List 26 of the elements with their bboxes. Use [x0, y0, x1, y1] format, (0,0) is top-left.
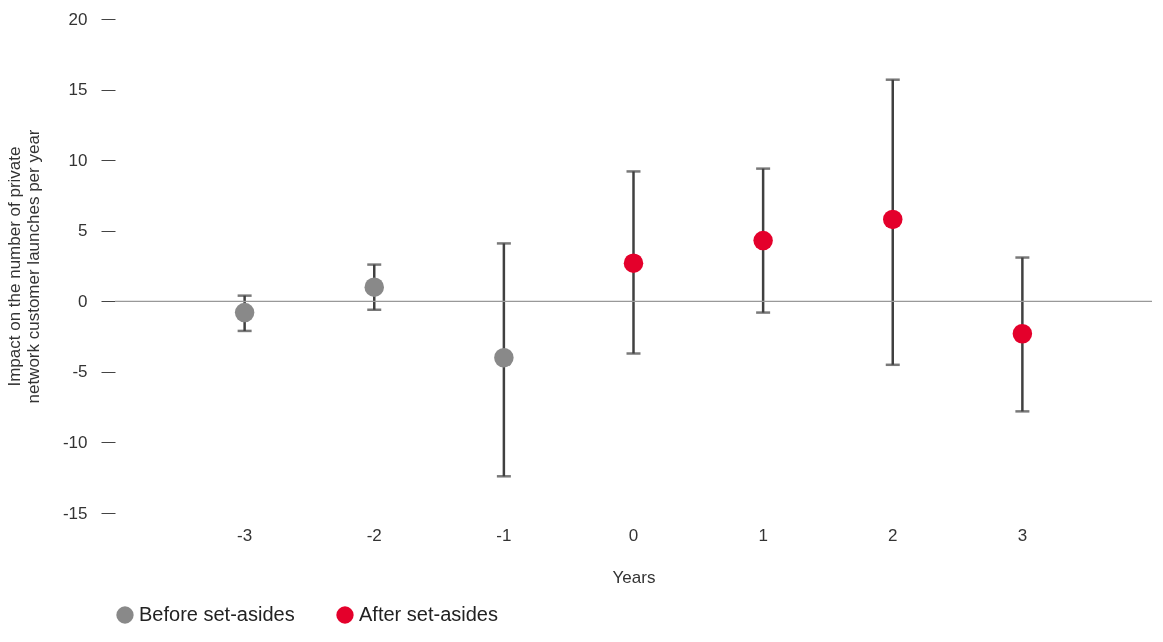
- y-tick-label: 5: [78, 221, 88, 241]
- y-tick-label: 10: [68, 150, 88, 170]
- x-tick-label: 1: [758, 525, 768, 545]
- point: [753, 230, 773, 251]
- y-tick-label: -5: [72, 362, 88, 382]
- point: [234, 302, 255, 323]
- x-tick-label: -1: [496, 525, 512, 545]
- point: [623, 253, 644, 273]
- y-tick-label: 20: [68, 9, 88, 29]
- x-tick-label: 0: [628, 525, 639, 545]
- point: [364, 277, 384, 297]
- legend-label: Before set-asides: [139, 603, 295, 625]
- y-tick-label: 15: [68, 80, 88, 100]
- y-axis-title: Impact on the number of private network customer launches per year: [4, 129, 43, 404]
- point: [494, 348, 514, 368]
- y-tick-label: 0: [78, 291, 88, 311]
- x-tick-label: 3: [1017, 525, 1028, 545]
- y-tick-label: -10: [62, 432, 88, 452]
- point: [883, 209, 903, 230]
- x-tick-label: 2: [888, 525, 898, 545]
- x-tick-label: -3: [237, 525, 253, 545]
- legend-label: After set-asides: [359, 603, 498, 625]
- y-tick-label: -15: [62, 503, 88, 523]
- point: [1012, 324, 1033, 344]
- x-tick-label: -2: [366, 525, 382, 545]
- x-axis-title: Years: [612, 567, 656, 587]
